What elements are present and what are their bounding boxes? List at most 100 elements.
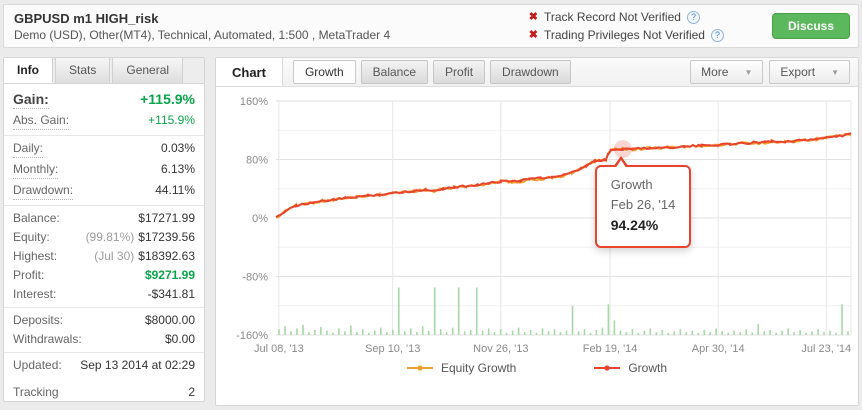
volume-bar [607,304,610,335]
legend-item-equity-growth[interactable]: Equity Growth [406,361,517,375]
chart-tab-profit[interactable]: Profit [433,60,486,84]
info-tab-stats[interactable]: Stats [55,58,111,83]
red-x-icon: ✖ [528,11,538,23]
x-axis-label: Jul 08, '13 [254,343,304,355]
discuss-button[interactable]: Discuss [771,13,850,39]
legend-marker [406,365,433,371]
volume-bar [835,332,837,335]
export-button[interactable]: Export ▼ [769,60,850,84]
stat-label: Withdrawals: [13,332,82,346]
volume-bar [811,331,813,335]
volume-bar [499,329,502,335]
stat-value-wrap: 44.11% [155,183,195,198]
volume-bar [685,332,688,335]
stat-value-wrap: $9271.99 [145,268,195,283]
volume-bar [404,331,406,335]
volume-bar [661,329,664,335]
volume-bar [386,332,388,335]
account-title: GBPUSD m1 HIGH_risk [14,10,159,26]
stat-value: 2 [188,385,195,399]
stat-value-wrap: $17271.99 [138,211,195,226]
verification-label: Track Record Not Verified [544,10,681,24]
volume-bar [775,332,777,335]
volume-bar [721,331,723,335]
volume-bar [529,329,532,335]
volume-bar [445,332,448,335]
help-icon[interactable]: ? [686,10,700,24]
volume-bar [517,327,520,335]
stat-value: $8000.00 [144,313,195,327]
more-button[interactable]: More ▼ [690,60,764,84]
volume-bar [505,332,508,335]
volume-bar [535,332,538,335]
verification-list: ✖ Track Record Not Verified ? ✖ Trading … [529,9,724,43]
volume-bar [571,305,574,336]
volume-bar [643,330,646,335]
chart-tab-drawdown[interactable]: Drawdown [490,60,571,84]
stat-label: Equity: [13,230,50,244]
stat-row: Deposits: $8000.00 [4,311,204,330]
growth-chart[interactable]: 160% 80% 0% -80% -160%Jul 08, '13 Sep 10, '13… [216,93,858,359]
volume-bar [733,330,735,335]
volume-bar [613,320,616,335]
chart-tab-growth[interactable]: Growth [292,60,356,84]
stat-label: Daily: [13,141,44,158]
y-axis-label: 160% [240,96,268,108]
stat-row: Gain: +115.9% [4,90,204,111]
legend-item-growth[interactable]: Growth [594,361,667,375]
info-tabs: Info Stats General [4,58,204,84]
volume-bar [817,329,819,335]
stat-value: 0.03% [160,141,195,155]
volume-bar [679,329,682,335]
x-axis-label: Nov 26, '13 [473,343,528,355]
volume-bar [769,329,771,335]
chart-tab-chart[interactable]: Chart [216,58,283,86]
info-stats: Gain: +115.9% Abs. Gain: +115.9% Daily: 0.03%… [4,84,204,405]
volume-bar [284,326,286,335]
volume-bar [691,330,694,335]
volume-bar [416,332,418,335]
volume-bar [757,324,759,335]
volume-bar [739,332,741,335]
volume-bar [625,332,628,335]
account-subtitle: Demo (USD), Other(MT4), Technical, Autom… [14,27,391,42]
volume-bar [547,331,550,335]
volume-bar [481,330,484,335]
volume-bar [805,332,807,335]
legend-marker [594,365,621,371]
volume-bar [673,331,676,335]
x-axis-label: Jul 23, '14 [801,343,851,355]
volume-bar [553,329,556,335]
info-tab-general[interactable]: General [112,58,184,83]
volume-bar [350,325,352,335]
stat-row: Daily: 0.03% [4,139,204,160]
volume-bar [715,328,717,335]
stat-label: Abs. Gain: [13,113,70,130]
volume-bar [637,332,640,335]
volume-bar [709,332,711,335]
y-axis-label: -160% [236,330,268,342]
chart-subtabs: Growth Balance Profit Drawdown [292,60,571,84]
volume-bar [751,332,753,335]
stat-label: Deposits: [13,313,64,327]
stat-label: Highest: [13,249,58,263]
chart-tab-balance[interactable]: Balance [360,60,429,84]
volume-bar [433,287,436,335]
volume-bar [356,332,358,335]
stat-value-wrap: +115.9% [140,92,195,108]
info-tab-info[interactable]: Info [4,58,53,83]
volume-bar [344,331,346,335]
help-icon[interactable]: ? [710,28,724,42]
y-axis-label: -80% [242,272,268,284]
stat-value-wrap: 6.13% [161,162,195,177]
volume-bar [577,331,580,335]
stat-label: Balance: [13,211,60,225]
legend-label: Equity Growth [440,361,517,375]
volume-bar [841,304,843,335]
legend-label: Growth [628,361,668,375]
stat-value-prefix: (Jul 30) [94,249,135,263]
more-button-label: More [701,65,729,79]
stat-group: Balance: $17271.99 Equity: (99.81%) $17239.5… [4,205,204,307]
stat-group: Updated: Sep 13 2014 at 02:29 Tracking 2 [4,352,204,405]
stat-value-wrap: $0.00 [165,332,195,347]
